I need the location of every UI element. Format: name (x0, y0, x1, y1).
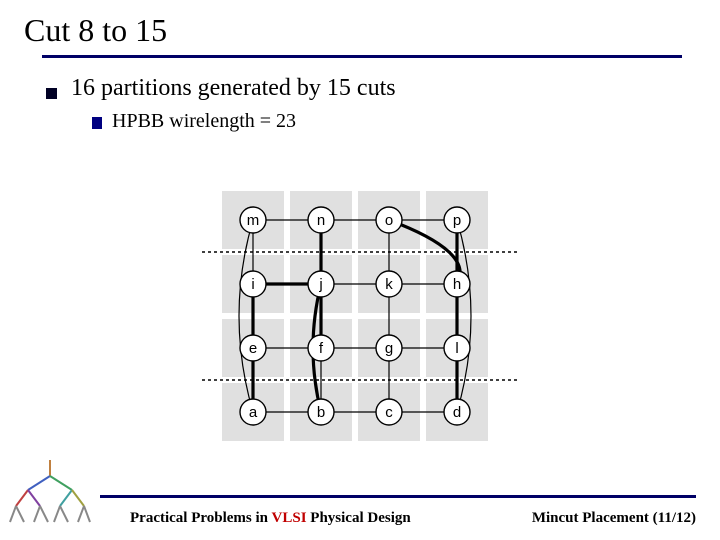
subbullet-row: HPBB wirelength = 23 (24, 110, 696, 133)
node-d: d (444, 399, 470, 425)
footer-left-vlsi: VLSI (272, 510, 307, 526)
node-h: h (444, 271, 470, 297)
title-underline (42, 55, 682, 61)
footer-rule (100, 495, 696, 498)
node-b: b (308, 399, 334, 425)
node-j: j (308, 271, 334, 297)
node-label: d (453, 404, 461, 421)
subbullet-square-icon (92, 117, 102, 129)
diagram-svg: m n o p i j k h e f g l a b c d (200, 175, 520, 465)
node-label: h (453, 276, 461, 293)
bullet-square-icon (46, 88, 57, 99)
node-m: m (240, 207, 266, 233)
node-l: l (444, 335, 470, 361)
node-label: k (385, 276, 393, 293)
node-p: p (444, 207, 470, 233)
node-a: a (240, 399, 266, 425)
node-label: c (385, 404, 393, 421)
subbullet-text: HPBB wirelength = 23 (112, 110, 296, 133)
node-f: f (308, 335, 334, 361)
node-label: i (251, 276, 254, 293)
footer-left: Practical Problems in VLSI Physical Desi… (130, 510, 411, 527)
node-label: o (385, 212, 393, 229)
node-label: p (453, 212, 461, 229)
node-g: g (376, 335, 402, 361)
node-label: l (455, 340, 458, 357)
corner-logo-icon (6, 458, 94, 532)
node-e: e (240, 335, 266, 361)
page-title: Cut 8 to 15 (24, 12, 696, 49)
node-label: j (318, 276, 322, 293)
node-k: k (376, 271, 402, 297)
node-label: a (249, 404, 258, 421)
node-label: n (317, 212, 325, 229)
title-block: Cut 8 to 15 (24, 12, 696, 49)
node-c: c (376, 399, 402, 425)
node-i: i (240, 271, 266, 297)
node-label: m (247, 212, 260, 229)
footer-left-post: Physical Design (307, 510, 411, 526)
bullet-row: 16 partitions generated by 15 cuts (24, 75, 696, 102)
footer-left-pre: Practical Problems in (130, 510, 272, 526)
footer-right: Mincut Placement (11/12) (532, 510, 696, 527)
node-label: e (249, 340, 257, 357)
bullet-text: 16 partitions generated by 15 cuts (71, 75, 396, 102)
node-label: g (385, 340, 393, 357)
node-n: n (308, 207, 334, 233)
node-o: o (376, 207, 402, 233)
partition-diagram: m n o p i j k h e f g l a b c d (200, 175, 520, 465)
node-label: b (317, 404, 325, 421)
